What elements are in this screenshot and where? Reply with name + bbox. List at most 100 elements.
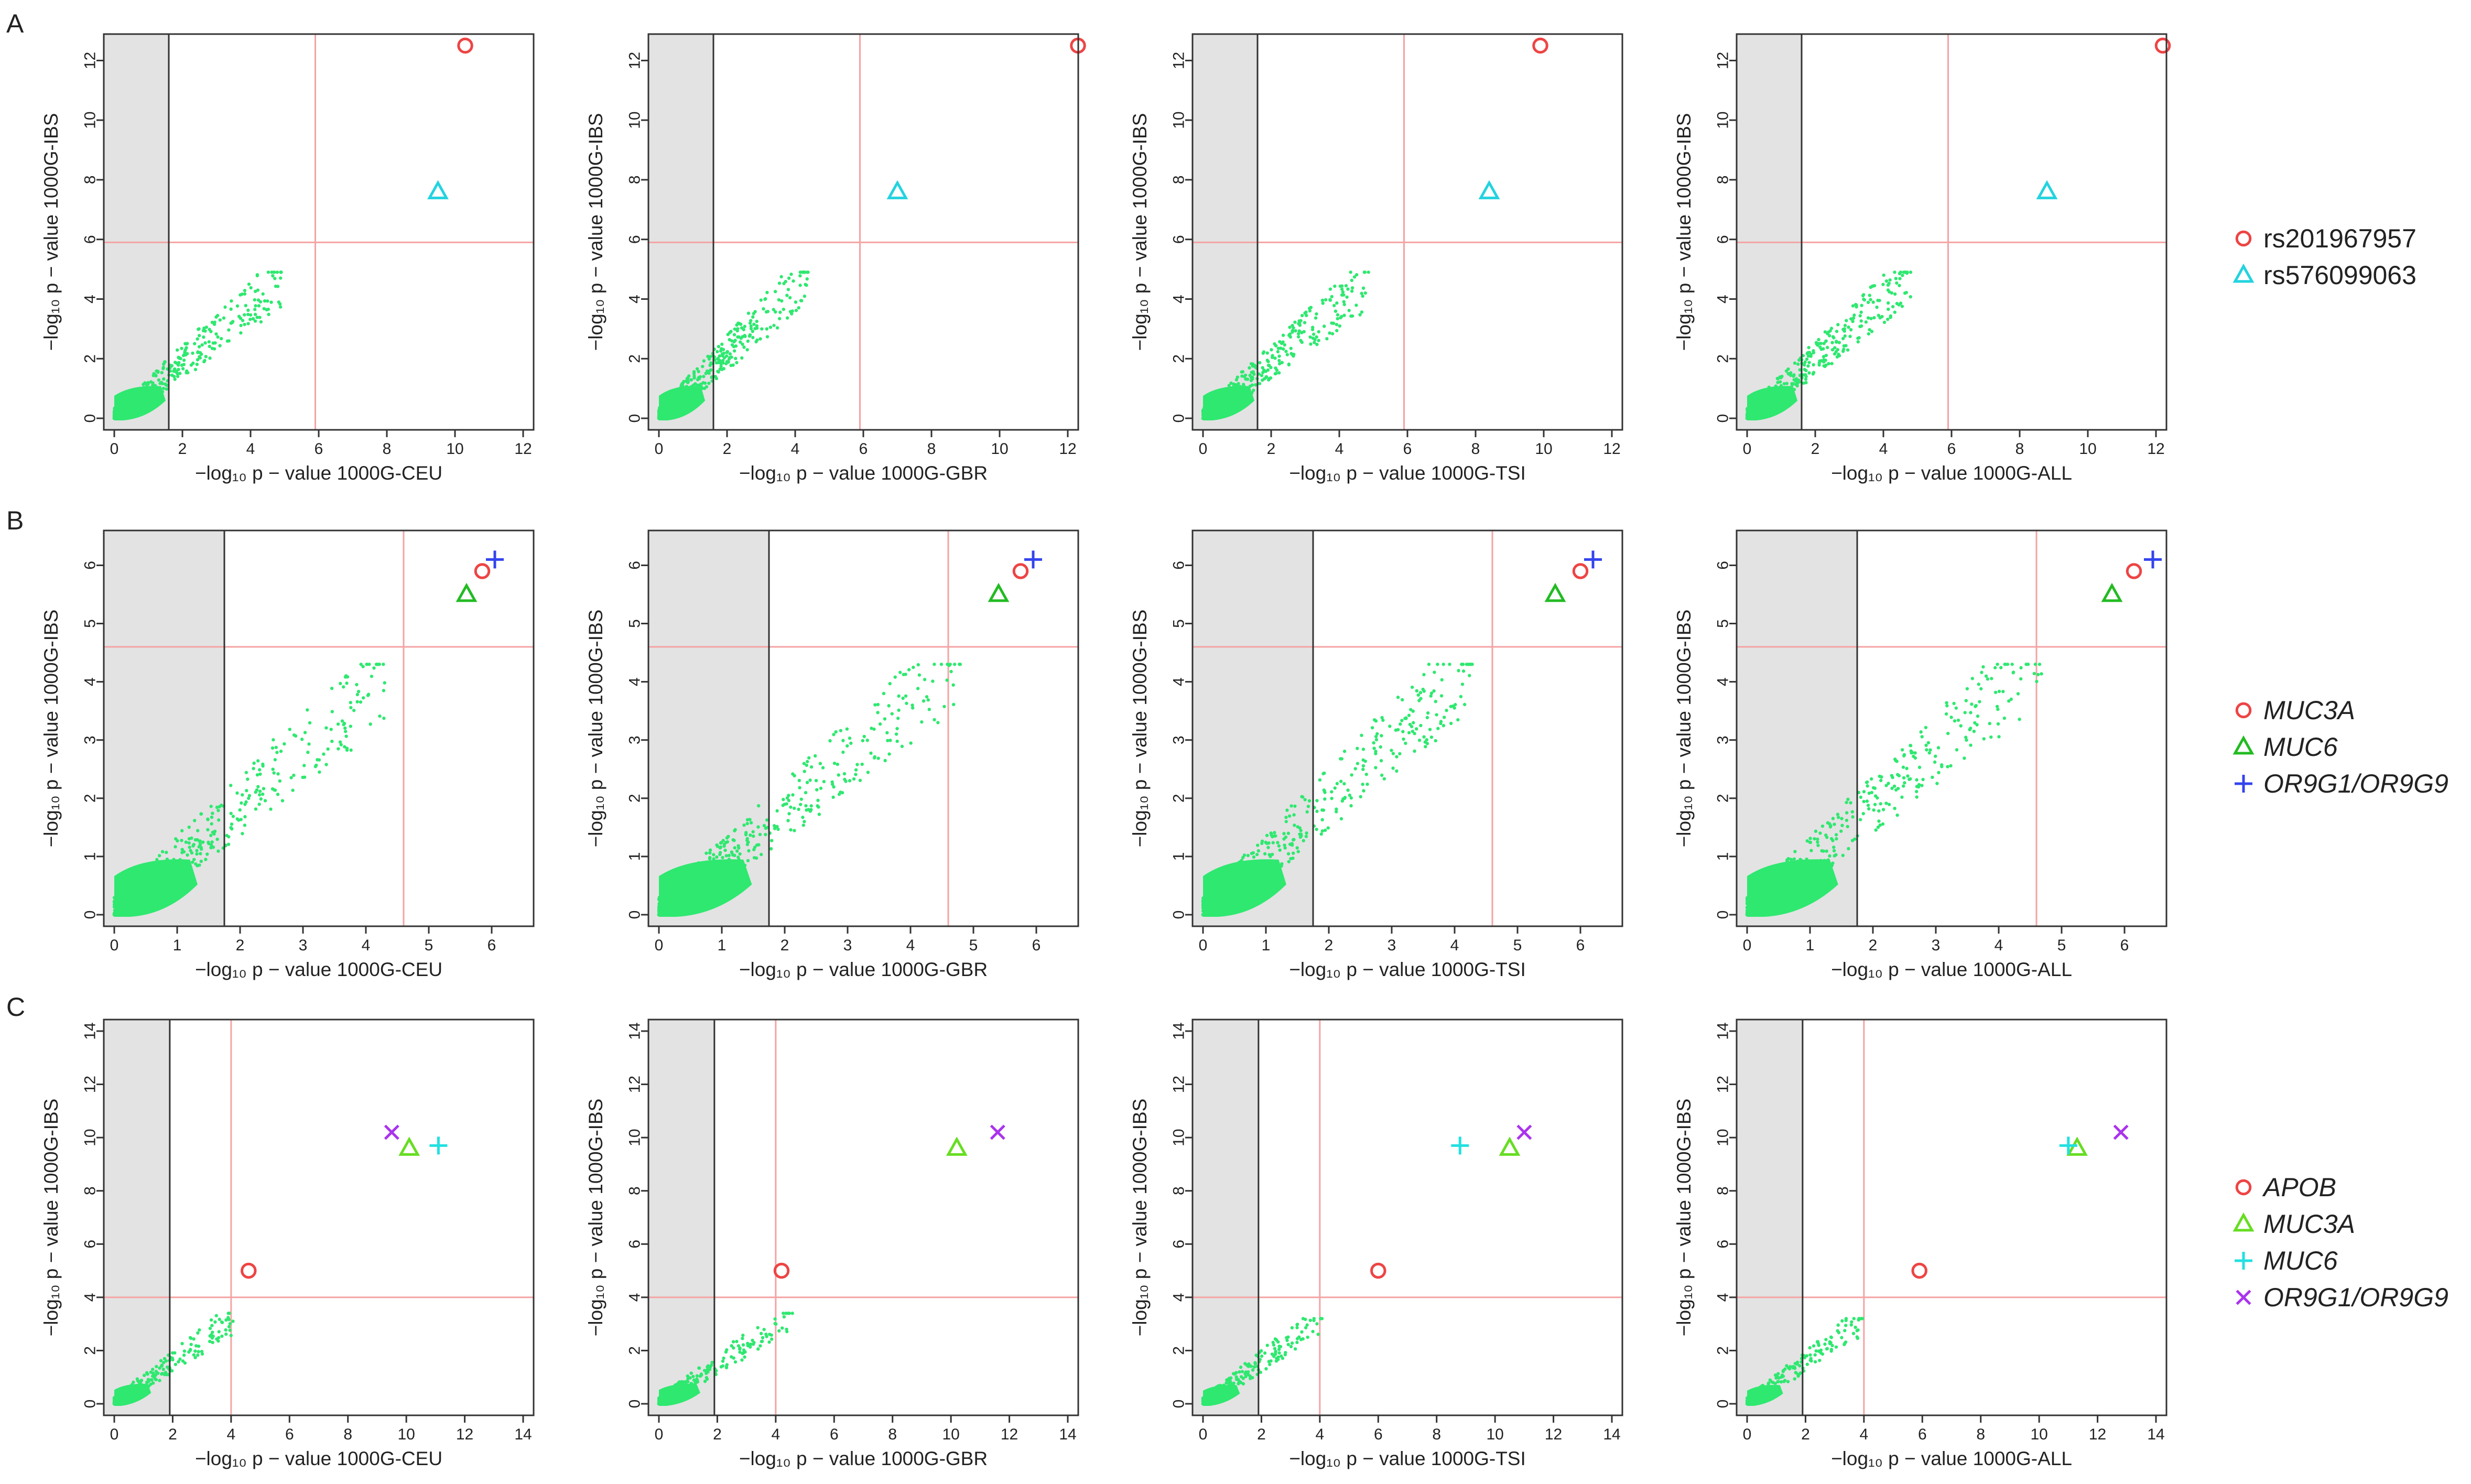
background-point xyxy=(751,1342,755,1346)
background-point xyxy=(1944,712,1948,716)
background-point xyxy=(876,702,880,707)
x-tick-label: 6 xyxy=(1947,440,1956,458)
background-point xyxy=(292,773,296,777)
x-tick-label: 3 xyxy=(843,937,852,954)
background-point xyxy=(1390,749,1393,752)
background-point xyxy=(799,299,803,302)
background-point xyxy=(741,1337,744,1340)
background-point xyxy=(192,1353,196,1357)
background-point xyxy=(263,799,267,803)
background-point xyxy=(216,335,220,339)
background-point xyxy=(1356,762,1360,765)
background-point xyxy=(703,1379,707,1383)
background-point xyxy=(156,370,160,374)
background-point xyxy=(722,842,727,846)
background-point xyxy=(1869,285,1872,289)
background-point xyxy=(719,349,723,353)
background-point xyxy=(1277,371,1281,375)
background-point xyxy=(181,367,185,371)
background-point xyxy=(226,842,231,846)
y-tick-label: 8 xyxy=(82,1186,99,1195)
background-point xyxy=(719,841,723,844)
background-point xyxy=(1251,370,1255,374)
background-point xyxy=(1845,800,1848,804)
excluded-region xyxy=(1737,34,1802,430)
background-point xyxy=(1404,741,1407,745)
background-point xyxy=(849,741,853,745)
y-tick-label: 4 xyxy=(1171,295,1188,304)
background-point xyxy=(239,323,243,328)
background-point xyxy=(1315,1322,1319,1326)
background-point xyxy=(801,824,806,827)
background-point xyxy=(797,778,801,783)
background-point xyxy=(164,1359,168,1363)
background-point xyxy=(1334,309,1338,313)
plot-frame xyxy=(1736,529,2167,927)
background-point xyxy=(730,850,734,854)
background-point xyxy=(162,1361,166,1364)
background-point xyxy=(1836,1323,1840,1327)
background-point xyxy=(1802,373,1805,377)
background-point xyxy=(243,289,247,293)
background-point xyxy=(1432,689,1436,693)
background-point xyxy=(209,1318,213,1322)
background-point xyxy=(1862,799,1866,804)
background-point xyxy=(927,708,931,711)
background-point xyxy=(228,1321,232,1326)
background-point xyxy=(719,364,723,368)
background-point xyxy=(839,790,842,794)
background-point xyxy=(1946,731,1950,735)
background-point xyxy=(1407,731,1411,734)
background-point xyxy=(206,828,210,832)
y-axis-label: −log₁₀ p − value 1000G-IBS xyxy=(1129,1099,1151,1337)
background-point xyxy=(243,824,247,827)
background-point xyxy=(213,829,217,833)
background-point xyxy=(272,771,276,775)
background-point xyxy=(344,730,348,733)
background-point xyxy=(746,859,750,863)
background-point xyxy=(1848,334,1852,338)
background-point xyxy=(160,382,165,385)
background-point xyxy=(951,683,955,687)
background-point xyxy=(199,852,202,855)
background-point xyxy=(1361,294,1364,298)
y-tick-label: 1 xyxy=(82,852,99,861)
background-point xyxy=(1284,350,1288,353)
background-point xyxy=(1856,1328,1860,1332)
background-point xyxy=(1893,310,1897,314)
background-point xyxy=(897,694,901,698)
background-point xyxy=(177,355,180,360)
background-point xyxy=(1902,784,1905,788)
background-point xyxy=(1826,345,1829,350)
background-point xyxy=(803,770,806,773)
background-point xyxy=(904,673,907,676)
background-point xyxy=(1859,324,1863,328)
background-point xyxy=(1835,340,1838,344)
background-point xyxy=(1866,804,1870,807)
background-point xyxy=(1832,846,1836,849)
background-point xyxy=(779,275,783,279)
background-point xyxy=(1909,744,1913,748)
background-point xyxy=(288,728,292,731)
background-point xyxy=(1849,801,1852,805)
background-point xyxy=(1955,748,1959,752)
background-point xyxy=(262,787,266,790)
background-point xyxy=(302,775,307,779)
background-point xyxy=(2040,672,2043,676)
background-point xyxy=(230,299,233,303)
y-tick-label: 6 xyxy=(82,561,99,570)
background-point xyxy=(685,378,689,383)
background-point xyxy=(1934,754,1937,758)
background-point xyxy=(1321,808,1326,812)
background-point xyxy=(1935,782,1939,785)
background-point xyxy=(1315,809,1319,813)
background-point xyxy=(893,675,897,679)
x-tick-label: 4 xyxy=(1450,937,1459,954)
background-point xyxy=(710,1360,714,1364)
background-point xyxy=(873,756,876,760)
background-point xyxy=(171,1351,175,1355)
background-point xyxy=(208,1327,212,1330)
background-point xyxy=(721,1359,725,1363)
background-point xyxy=(198,842,202,846)
